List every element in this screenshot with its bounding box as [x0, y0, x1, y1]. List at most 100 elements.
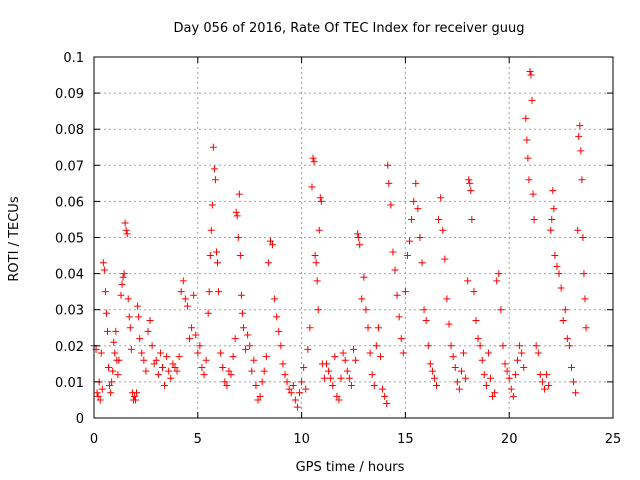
data-point — [327, 374, 335, 382]
data-point — [549, 187, 557, 195]
data-point — [547, 226, 555, 234]
data-point — [217, 349, 225, 357]
data-point — [414, 205, 422, 213]
data-point — [381, 392, 389, 400]
data-point — [237, 291, 245, 299]
data-point — [422, 317, 430, 325]
data-point — [248, 367, 256, 375]
data-point — [335, 396, 343, 404]
data-point — [565, 342, 573, 350]
data-point — [487, 374, 495, 382]
data-point — [152, 356, 160, 364]
data-point — [526, 67, 534, 75]
data-point — [391, 266, 399, 274]
data-point — [389, 248, 397, 256]
data-point — [106, 382, 114, 390]
data-point — [190, 291, 198, 299]
data-point — [109, 367, 117, 375]
data-point — [384, 161, 392, 169]
data-point — [219, 363, 227, 371]
data-point — [397, 335, 405, 343]
data-point — [548, 215, 556, 223]
data-point — [136, 335, 144, 343]
data-point — [499, 342, 507, 350]
data-point — [275, 327, 283, 335]
y-axis-label: ROTI / TECUs — [7, 196, 22, 281]
data-point — [169, 360, 177, 368]
data-point — [93, 389, 101, 397]
data-point — [341, 356, 349, 364]
data-point — [495, 270, 503, 278]
data-point — [401, 288, 409, 296]
data-point — [239, 324, 247, 332]
data-point — [140, 356, 148, 364]
data-point — [154, 371, 162, 379]
data-point — [269, 241, 277, 249]
data-point — [101, 288, 109, 296]
data-point — [118, 280, 126, 288]
data-point — [215, 288, 223, 296]
data-point — [329, 382, 337, 390]
data-point — [296, 389, 304, 397]
data-point — [171, 363, 179, 371]
data-point — [304, 345, 312, 353]
data-point — [108, 378, 116, 386]
data-point — [356, 241, 364, 249]
data-point — [161, 382, 169, 390]
data-point — [298, 378, 306, 386]
data-point — [355, 234, 363, 241]
data-point — [262, 353, 270, 361]
data-point — [467, 187, 475, 195]
data-point — [231, 335, 239, 343]
x-tick-label: 15 — [397, 432, 414, 447]
data-point — [134, 302, 142, 310]
data-point — [478, 356, 486, 364]
data-point — [223, 382, 231, 390]
data-point — [354, 230, 362, 238]
data-point — [163, 353, 171, 361]
data-point — [420, 306, 428, 314]
data-point — [345, 374, 353, 382]
data-point — [198, 363, 206, 371]
data-point — [453, 378, 461, 386]
data-point — [264, 259, 272, 267]
data-point — [530, 215, 538, 223]
data-point — [281, 371, 289, 379]
data-point — [455, 385, 463, 393]
data-point — [476, 342, 484, 350]
data-point — [99, 259, 107, 267]
data-point — [491, 389, 499, 397]
data-point — [260, 367, 268, 375]
data-point — [323, 360, 331, 368]
data-point — [266, 237, 274, 245]
data-point — [287, 389, 295, 397]
data-point — [211, 176, 219, 184]
data-point — [527, 71, 535, 79]
data-point — [117, 291, 125, 299]
data-point — [194, 349, 202, 357]
data-point — [443, 295, 451, 303]
data-point — [509, 392, 517, 400]
data-point — [254, 396, 262, 404]
data-point — [368, 371, 376, 379]
data-point — [577, 147, 585, 155]
data-point — [364, 324, 372, 332]
data-point — [313, 277, 321, 285]
data-point — [447, 342, 455, 350]
data-point — [532, 342, 540, 350]
data-point — [489, 392, 497, 400]
data-point — [246, 342, 254, 350]
data-point — [320, 374, 328, 382]
data-point — [462, 374, 470, 382]
data-point — [205, 288, 213, 296]
data-point — [557, 284, 565, 292]
x-axis-label: GPS time / hours — [296, 460, 405, 475]
data-point — [372, 342, 380, 350]
data-point — [385, 179, 393, 187]
axis-ticks — [93, 56, 614, 419]
data-point — [376, 353, 384, 361]
data-point — [244, 331, 252, 339]
data-point — [360, 273, 368, 281]
data-point — [460, 349, 468, 357]
data-point — [576, 122, 584, 130]
